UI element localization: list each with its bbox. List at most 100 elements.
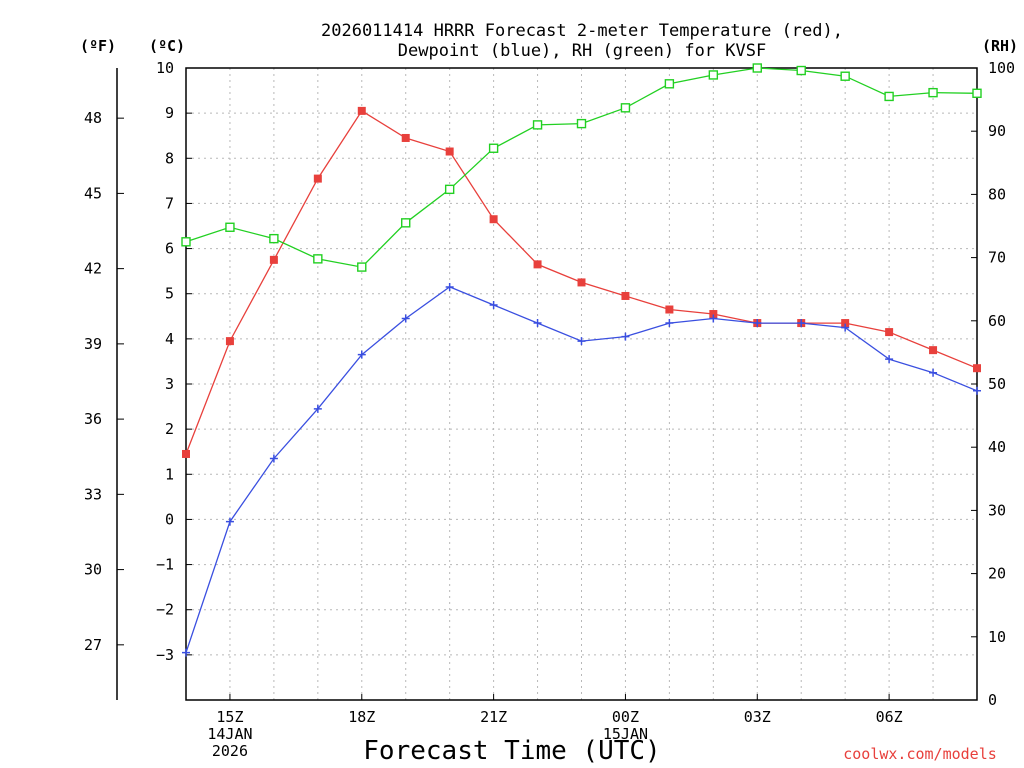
data-point <box>841 323 850 332</box>
celsius-tick-label: 4 <box>165 330 174 348</box>
axes <box>116 67 978 701</box>
data-point <box>313 174 322 183</box>
celsius-tick-label: 1 <box>165 465 174 483</box>
rh-tick-label: 90 <box>988 122 1006 140</box>
rh-tick-label: 0 <box>988 691 997 709</box>
data-point <box>621 332 630 341</box>
rh-tick-label: 30 <box>988 501 1006 519</box>
data-point <box>357 350 366 359</box>
data-point <box>885 328 894 337</box>
celsius-tick-label: 7 <box>165 194 174 212</box>
data-point <box>445 147 454 156</box>
data-point <box>929 368 938 377</box>
chart-title: 2026011414 HRRR Forecast 2-meter Tempera… <box>321 21 843 41</box>
data-point <box>884 91 894 102</box>
x-tick-label: 00Z <box>612 708 639 726</box>
data-point <box>313 404 322 413</box>
data-point <box>444 184 455 195</box>
rh-tick-label: 100 <box>988 59 1015 77</box>
rh-tick-label: 80 <box>988 185 1006 203</box>
celsius-tick-label: 5 <box>165 285 174 303</box>
data-point <box>972 88 982 98</box>
data-point <box>797 319 806 328</box>
celsius-tick-label: 8 <box>165 149 174 167</box>
data-point <box>665 305 674 314</box>
data-point <box>753 319 762 328</box>
data-point <box>752 63 762 73</box>
data-point <box>401 314 410 323</box>
x-tick-label: 06Z <box>876 708 903 726</box>
x-tick-label: 03Z <box>744 708 771 726</box>
rh-tick-label: 20 <box>988 565 1006 583</box>
celsius-tick-label: −3 <box>156 646 174 664</box>
data-point <box>620 103 631 113</box>
series-dewpoint <box>182 282 981 657</box>
celsius-tick-label: 2 <box>165 420 174 438</box>
data-point <box>313 254 323 264</box>
data-point <box>489 215 498 224</box>
celsius-tick-label: −2 <box>156 601 174 619</box>
x-axis-label: Forecast Time (UTC) <box>363 736 660 766</box>
data-point <box>841 319 850 328</box>
celsius-tick-label: 10 <box>156 59 174 77</box>
x-tick-label: 15JAN <box>603 725 648 743</box>
celsius-tick-label: 6 <box>165 240 174 258</box>
fahrenheit-tick-label: 39 <box>84 335 102 353</box>
data-point <box>577 337 586 346</box>
data-point <box>269 454 278 463</box>
gridlines <box>186 68 977 700</box>
data-point <box>182 648 190 657</box>
data-point <box>533 260 542 269</box>
data-point <box>576 118 587 129</box>
data-point <box>357 262 367 272</box>
celsius-tick-label: −1 <box>156 556 174 574</box>
rh-tick-label: 10 <box>988 628 1006 646</box>
celsius-tick-label: 3 <box>165 375 174 393</box>
data-point <box>621 291 630 300</box>
data-point <box>225 517 234 526</box>
rh-tick-label: 60 <box>988 312 1006 330</box>
data-point <box>489 301 498 309</box>
data-point <box>929 346 938 355</box>
data-point <box>664 79 675 89</box>
fahrenheit-tick-label: 42 <box>84 260 102 278</box>
data-point <box>357 106 366 115</box>
data-point <box>445 282 454 291</box>
data-point <box>665 319 674 328</box>
rh-tick-label: 40 <box>988 438 1006 456</box>
fahrenheit-tick-label: 27 <box>84 636 102 654</box>
data-point <box>269 255 278 264</box>
fahrenheit-unit-label: (ºF) <box>80 37 116 55</box>
data-point <box>709 314 718 323</box>
data-point <box>708 70 719 80</box>
data-point <box>709 310 718 319</box>
fahrenheit-tick-label: 48 <box>84 109 102 127</box>
x-tick-label: 18Z <box>348 708 375 726</box>
data-point <box>577 278 586 287</box>
data-point <box>928 87 938 98</box>
chart-title-line2: Dewpoint (blue), RH (green) for KVSF <box>398 41 766 61</box>
data-point <box>401 133 410 142</box>
fahrenheit-tick-label: 36 <box>84 410 102 428</box>
fahrenheit-tick-label: 33 <box>84 485 102 503</box>
x-tick-label: 14JAN <box>207 725 252 743</box>
celsius-tick-label: 9 <box>165 104 174 122</box>
series-layer <box>181 63 982 657</box>
data-point <box>225 222 235 232</box>
data-point <box>181 237 191 247</box>
data-point <box>973 386 981 395</box>
data-point <box>488 143 499 153</box>
data-point <box>401 218 411 228</box>
series-rh <box>181 63 982 272</box>
data-point <box>533 319 542 328</box>
celsius-tick-label: 0 <box>165 510 174 528</box>
rh-tick-label: 50 <box>988 375 1006 393</box>
data-point <box>973 364 981 373</box>
data-point <box>269 233 279 244</box>
data-point <box>532 120 543 130</box>
fahrenheit-tick-label: 30 <box>84 561 102 579</box>
rh-unit-label: (RH) <box>982 37 1018 55</box>
celsius-unit-label: (ºC) <box>149 37 185 55</box>
data-point <box>182 449 190 458</box>
